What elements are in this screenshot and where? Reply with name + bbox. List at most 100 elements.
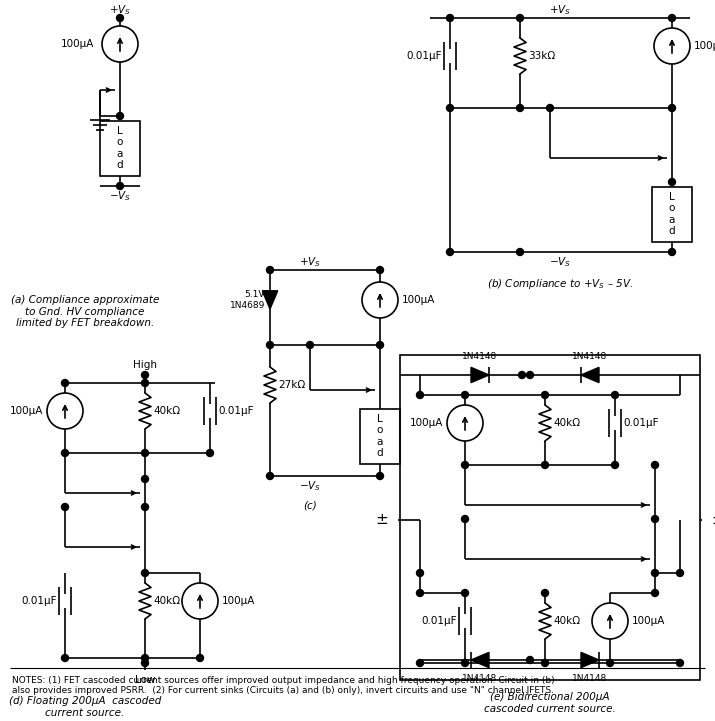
Text: (c): (c) — [303, 501, 317, 511]
Circle shape — [546, 105, 553, 112]
Text: 100μA: 100μA — [402, 295, 435, 305]
Circle shape — [461, 516, 468, 523]
Circle shape — [142, 570, 149, 577]
Text: 100μA: 100μA — [222, 596, 255, 606]
Text: 100μA: 100μA — [632, 616, 666, 626]
Circle shape — [446, 249, 453, 255]
Text: L
o
a
d: L o a d — [377, 414, 383, 459]
Text: 0.01μF: 0.01μF — [407, 51, 442, 61]
Text: 0.01μF: 0.01μF — [218, 406, 254, 416]
Circle shape — [606, 660, 613, 666]
Circle shape — [541, 392, 548, 399]
Text: L
o
a
d: L o a d — [117, 125, 123, 170]
Circle shape — [142, 655, 149, 661]
Text: $-V_S$: $-V_S$ — [299, 479, 321, 493]
Text: $-V_S$: $-V_S$ — [549, 255, 571, 269]
Circle shape — [676, 660, 684, 666]
Text: 1N4148: 1N4148 — [573, 674, 608, 683]
Text: 1N4148: 1N4148 — [463, 352, 498, 361]
Text: 0.01μF: 0.01μF — [623, 418, 659, 428]
Circle shape — [417, 392, 423, 399]
Text: 33kΩ: 33kΩ — [528, 51, 556, 61]
Text: 0.01μF: 0.01μF — [422, 616, 457, 626]
Text: High: High — [133, 360, 157, 370]
Text: L
o
a
d: L o a d — [669, 192, 675, 236]
Circle shape — [516, 249, 523, 255]
Text: ±: ± — [375, 513, 388, 528]
Circle shape — [669, 105, 676, 112]
Text: ±: ± — [711, 513, 715, 528]
Circle shape — [417, 590, 423, 596]
Bar — [652, 187, 692, 242]
Text: 100μA: 100μA — [410, 418, 443, 428]
Text: Low: Low — [134, 675, 155, 685]
Circle shape — [446, 105, 453, 112]
Text: 40kΩ: 40kΩ — [553, 616, 580, 626]
Circle shape — [541, 660, 548, 666]
Circle shape — [446, 14, 453, 22]
Circle shape — [651, 461, 659, 469]
Text: 100μA: 100μA — [61, 39, 94, 49]
Text: 40kΩ: 40kΩ — [153, 406, 180, 416]
Circle shape — [461, 660, 468, 666]
Circle shape — [417, 570, 423, 577]
Circle shape — [377, 472, 383, 479]
Circle shape — [61, 655, 69, 661]
Circle shape — [377, 342, 383, 348]
Circle shape — [267, 472, 274, 479]
Circle shape — [417, 660, 423, 666]
Circle shape — [541, 590, 548, 596]
Circle shape — [676, 570, 684, 577]
Text: (e) Bidirectional 200μA
cascoded current source.: (e) Bidirectional 200μA cascoded current… — [484, 692, 616, 714]
Bar — [400, 355, 700, 680]
Circle shape — [61, 449, 69, 456]
Bar — [360, 409, 400, 464]
Text: 1N4148: 1N4148 — [573, 352, 608, 361]
Circle shape — [307, 342, 313, 348]
Text: 5.1V
1N4689: 5.1V 1N4689 — [230, 291, 265, 310]
Circle shape — [526, 657, 533, 663]
Circle shape — [651, 590, 659, 596]
Bar — [100, 121, 140, 176]
Circle shape — [197, 655, 204, 661]
Circle shape — [267, 267, 274, 273]
Text: 100μA: 100μA — [9, 406, 43, 416]
Circle shape — [669, 249, 676, 255]
Circle shape — [651, 516, 659, 523]
Text: 0.01μF: 0.01μF — [21, 596, 57, 606]
Circle shape — [117, 182, 124, 190]
Circle shape — [61, 503, 69, 510]
Circle shape — [142, 476, 149, 482]
Polygon shape — [471, 653, 489, 668]
Circle shape — [142, 449, 149, 456]
Circle shape — [142, 379, 149, 386]
Text: 1N4148: 1N4148 — [463, 674, 498, 683]
Circle shape — [611, 461, 618, 469]
Text: NOTES: (1) FET cascoded current sources offer improved output impedance and high: NOTES: (1) FET cascoded current sources … — [12, 676, 555, 695]
Circle shape — [651, 570, 659, 577]
Circle shape — [461, 461, 468, 469]
Circle shape — [142, 660, 149, 666]
Circle shape — [377, 267, 383, 273]
Polygon shape — [581, 368, 599, 383]
Circle shape — [518, 371, 526, 379]
Text: (d) Floating 200μA  cascoded
current source.: (d) Floating 200μA cascoded current sour… — [9, 696, 161, 717]
Text: $-V_S$: $-V_S$ — [109, 189, 131, 203]
Circle shape — [611, 392, 618, 399]
Text: $+V_S$: $+V_S$ — [109, 3, 131, 17]
Text: $+V_S$: $+V_S$ — [299, 255, 321, 269]
Text: 27kΩ: 27kΩ — [278, 380, 305, 390]
Polygon shape — [581, 653, 599, 668]
Text: (b) Compliance to +$V_S$ – 5V.: (b) Compliance to +$V_S$ – 5V. — [487, 277, 633, 291]
Circle shape — [142, 371, 149, 379]
Circle shape — [461, 590, 468, 596]
Text: (a) Compliance approximate
to Gnd. HV compliance
limited by FET breakdown.: (a) Compliance approximate to Gnd. HV co… — [11, 295, 159, 328]
Circle shape — [516, 14, 523, 22]
Circle shape — [516, 105, 523, 112]
Circle shape — [669, 179, 676, 185]
Circle shape — [117, 14, 124, 22]
Text: 100μA: 100μA — [694, 41, 715, 51]
Circle shape — [541, 461, 548, 469]
Circle shape — [669, 14, 676, 22]
Text: 40kΩ: 40kΩ — [153, 596, 180, 606]
